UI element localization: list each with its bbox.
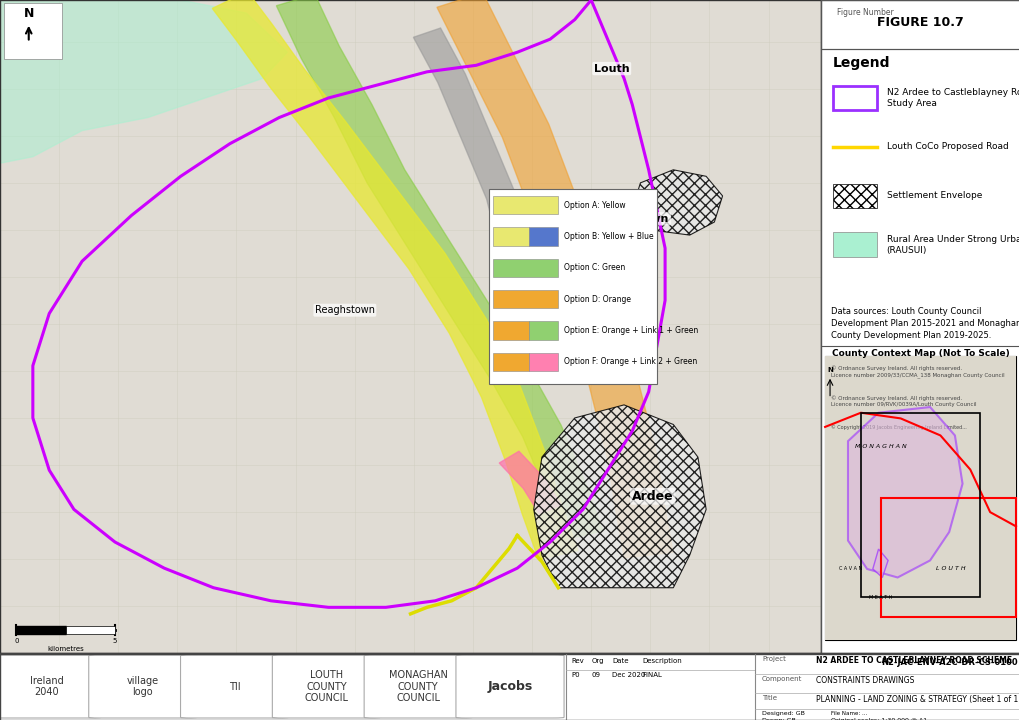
Text: N: N: [23, 6, 34, 19]
Text: Title: Title: [761, 696, 776, 701]
Polygon shape: [872, 549, 888, 577]
Text: Date: Date: [611, 658, 628, 665]
FancyBboxPatch shape: [488, 189, 656, 384]
Polygon shape: [632, 170, 721, 235]
FancyBboxPatch shape: [272, 655, 380, 718]
Text: Data sources: Louth County Council
Development Plan 2015-2021 and Monaghan
Count: Data sources: Louth County Council Devel…: [830, 307, 1019, 340]
Polygon shape: [413, 28, 531, 264]
FancyBboxPatch shape: [833, 233, 876, 257]
Text: 09: 09: [591, 672, 600, 678]
Text: FIGURE 10.7: FIGURE 10.7: [876, 17, 963, 30]
Text: Option C: Green: Option C: Green: [564, 264, 625, 272]
Text: TII: TII: [228, 682, 240, 691]
Text: Tallanstown: Tallanstown: [594, 214, 668, 224]
Text: Project: Project: [761, 657, 785, 662]
FancyBboxPatch shape: [492, 353, 528, 371]
Text: M O N A G H A N: M O N A G H A N: [854, 444, 906, 449]
Text: Settlement Envelope: Settlement Envelope: [886, 192, 981, 200]
Text: Rev: Rev: [571, 658, 584, 665]
Text: County Context Map (Not To Scale): County Context Map (Not To Scale): [830, 349, 1009, 359]
Text: kilometres: kilometres: [47, 646, 84, 652]
Polygon shape: [276, 0, 602, 540]
Text: P0: P0: [571, 672, 579, 678]
Text: Legend: Legend: [833, 55, 890, 70]
Text: Rural Area Under Strong Urban Influence
(RAUSUI): Rural Area Under Strong Urban Influence …: [886, 235, 1019, 255]
Text: C A V A N: C A V A N: [839, 567, 862, 572]
Text: Dec 2020: Dec 2020: [611, 672, 645, 678]
Text: Option E: Orange + Link 1 + Green: Option E: Orange + Link 1 + Green: [564, 326, 698, 335]
Text: FINAL: FINAL: [642, 672, 661, 678]
Text: © Ordnance Survey Ireland. All rights reserved.
Licence number 2009/33/CCMA_138 : © Ordnance Survey Ireland. All rights re…: [830, 366, 1004, 378]
FancyBboxPatch shape: [833, 184, 876, 208]
FancyBboxPatch shape: [364, 655, 472, 718]
FancyBboxPatch shape: [528, 353, 557, 371]
Text: L O U T H: L O U T H: [934, 567, 964, 572]
Text: Org: Org: [591, 658, 603, 665]
FancyBboxPatch shape: [492, 321, 528, 340]
Polygon shape: [65, 626, 115, 634]
FancyBboxPatch shape: [528, 228, 557, 246]
Text: N2 Ardee to Castleblayney Road Scheme
Study Area: N2 Ardee to Castleblayney Road Scheme St…: [886, 88, 1019, 108]
Text: © Ordnance Survey Ireland. All rights reserved.
Licence number 09/RVK/0039A/Lout: © Ordnance Survey Ireland. All rights re…: [830, 395, 975, 407]
Text: © Copyright 2019 Jacobs Engineering Ireland Limited...: © Copyright 2019 Jacobs Engineering Irel…: [830, 425, 966, 430]
Text: village
logo: village logo: [126, 675, 159, 697]
FancyBboxPatch shape: [492, 228, 528, 246]
Text: Option D: Orange: Option D: Orange: [564, 294, 631, 304]
Text: CONSTRAINTS DRAWINGS: CONSTRAINTS DRAWINGS: [815, 677, 913, 685]
Text: 5: 5: [113, 638, 117, 644]
Text: File Name: ...: File Name: ...: [830, 711, 867, 716]
Text: MONAGHAN
COUNTY
COUNCIL: MONAGHAN COUNTY COUNCIL: [388, 670, 447, 703]
Polygon shape: [212, 0, 578, 559]
Text: M E A T H: M E A T H: [868, 595, 892, 600]
FancyBboxPatch shape: [492, 290, 557, 308]
Text: Figure Number: Figure Number: [837, 9, 893, 17]
Text: LOUTH
COUNTY
COUNCIL: LOUTH COUNTY COUNCIL: [304, 670, 348, 703]
Polygon shape: [436, 0, 673, 558]
Text: Louth CoCo Proposed Road: Louth CoCo Proposed Road: [886, 143, 1008, 151]
Text: Jacobs: Jacobs: [487, 680, 532, 693]
FancyBboxPatch shape: [820, 0, 1019, 49]
Polygon shape: [847, 407, 962, 577]
FancyBboxPatch shape: [492, 258, 557, 277]
Text: N2 ARDEE TO CASTLEBLAYNEY ROAD SCHEME: N2 ARDEE TO CASTLEBLAYNEY ROAD SCHEME: [815, 657, 1011, 665]
Polygon shape: [533, 405, 705, 588]
FancyBboxPatch shape: [824, 356, 1015, 640]
Text: N2-JAC-ENV-A2C-DR-CS-0100: N2-JAC-ENV-A2C-DR-CS-0100: [880, 658, 1017, 667]
Text: 0: 0: [14, 638, 18, 644]
Text: Option B: Yellow + Blue: Option B: Yellow + Blue: [564, 232, 653, 241]
FancyBboxPatch shape: [89, 655, 197, 718]
Text: Drawn: GB: Drawn: GB: [761, 718, 795, 720]
Text: Designed: GB: Designed: GB: [761, 711, 804, 716]
FancyBboxPatch shape: [180, 655, 288, 718]
Polygon shape: [16, 626, 65, 634]
FancyBboxPatch shape: [4, 4, 61, 59]
Text: Louth: Louth: [593, 63, 629, 73]
Text: Description: Description: [642, 658, 682, 665]
FancyBboxPatch shape: [824, 356, 1015, 640]
FancyBboxPatch shape: [492, 196, 557, 214]
Text: Reaghstown: Reaghstown: [315, 305, 375, 315]
FancyBboxPatch shape: [528, 321, 557, 340]
Text: PLANNING - LAND ZONING & STRATEGY (Sheet 1 of 1): PLANNING - LAND ZONING & STRATEGY (Sheet…: [815, 696, 1019, 704]
Text: Original scales: 1:30,000 @ A1: Original scales: 1:30,000 @ A1: [830, 718, 926, 720]
Polygon shape: [0, 0, 287, 163]
Text: Ardee: Ardee: [632, 490, 673, 503]
Text: Option A: Yellow: Option A: Yellow: [564, 201, 625, 210]
Text: N: N: [826, 367, 833, 373]
Text: Component: Component: [761, 677, 802, 683]
Text: Option F: Orange + Link 2 + Green: Option F: Orange + Link 2 + Green: [564, 357, 697, 366]
Polygon shape: [498, 451, 560, 514]
FancyBboxPatch shape: [455, 655, 564, 718]
FancyBboxPatch shape: [0, 655, 101, 718]
Text: Ireland
2040: Ireland 2040: [30, 675, 64, 697]
